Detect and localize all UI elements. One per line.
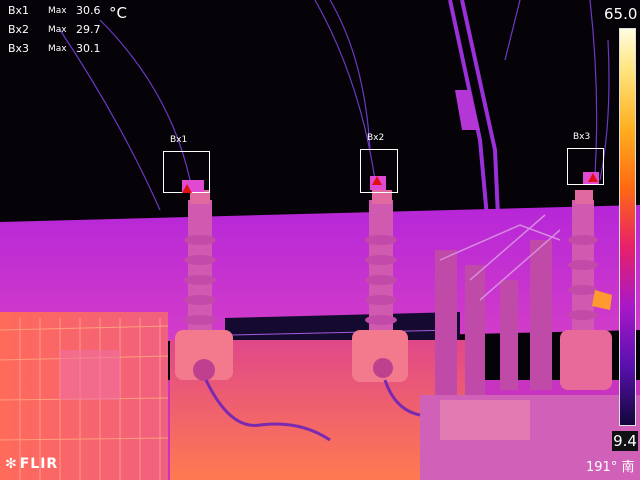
measurement-label: Max [48, 6, 67, 16]
overhead-wires [59, 0, 610, 211]
measurement-value: 29.7 [76, 23, 101, 36]
compass-text: 191° 南 [586, 460, 635, 475]
box-label: Bx1 [170, 135, 188, 145]
scale-min-value: 9.4 [612, 431, 638, 451]
logo-text: FLIR [19, 456, 59, 472]
scale-max-value: 65.0 [604, 5, 638, 23]
measurement-id: Bx2 [8, 23, 30, 36]
measurement-box-bx2[interactable] [360, 149, 398, 193]
bushing-2 [352, 190, 408, 382]
compass-readout: 191° 南 [586, 456, 634, 475]
measurement-value: 30.1 [76, 42, 101, 55]
measurement-id: Bx1 [8, 4, 30, 17]
temperature-unit: °C [109, 4, 127, 22]
flir-logo: ✻ FLIR [5, 456, 58, 472]
bushing-1 [175, 190, 233, 381]
measurement-id: Bx3 [8, 42, 30, 55]
hotspot-marker-icon [372, 176, 382, 185]
box-label: Bx3 [573, 132, 591, 142]
flir-snowflake-icon: ✻ [5, 456, 18, 472]
box-label: Bx2 [367, 133, 385, 143]
bushing-3 [560, 190, 612, 390]
measurement-box-bx3[interactable] [567, 148, 604, 185]
hotspot-marker-icon [588, 173, 598, 182]
hotspot-marker-icon [182, 184, 192, 193]
measurement-label: Max [48, 44, 67, 54]
measurement-value: 30.6 [76, 4, 101, 17]
measurement-label: Max [48, 25, 67, 35]
temperature-colorbar [619, 28, 636, 426]
